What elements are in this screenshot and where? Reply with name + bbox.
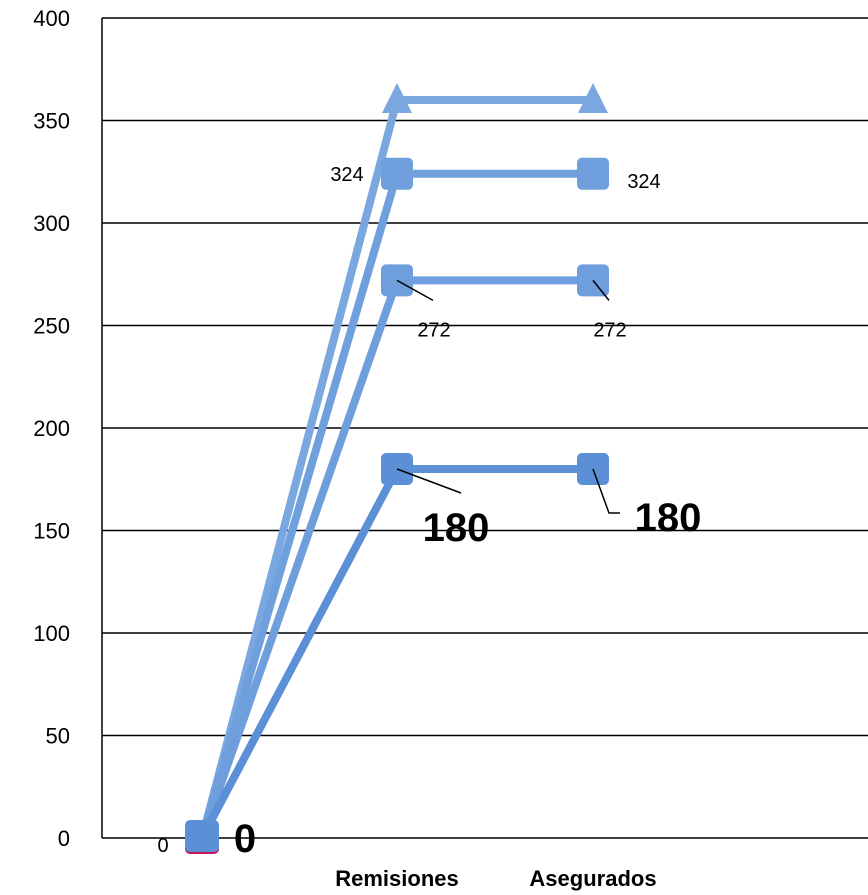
y-tick-label-200: 200 <box>33 416 70 441</box>
marker-s1-p1 <box>381 157 413 190</box>
y-tick-label-100: 100 <box>33 621 70 646</box>
marker-s0-p1 <box>382 83 412 113</box>
x-category-label-2: Asegurados <box>529 866 656 891</box>
y-tick-label-0: 0 <box>58 826 70 851</box>
data-label-s1-p1: 324 <box>330 164 363 186</box>
data-label-s2-p2: 272 <box>593 319 626 341</box>
marker-s0-p2 <box>578 83 608 113</box>
leader-s2-p2 <box>592 279 610 301</box>
y-tick-label-50: 50 <box>46 724 70 749</box>
y-tick-label-300: 300 <box>33 211 70 236</box>
origin-label-small: 0 <box>157 835 168 857</box>
origin-label-big: 0 <box>234 817 256 861</box>
leader-s3-p2 <box>592 468 620 514</box>
data-labels: 324 324 272 272 180 180 0 0 <box>157 164 701 861</box>
leader-s3-p1 <box>396 468 462 494</box>
origin-marker <box>185 820 219 852</box>
x-category-label-1: Remisiones <box>335 866 459 891</box>
y-tick-label-350: 350 <box>33 109 70 134</box>
y-tick-label-400: 400 <box>33 6 70 31</box>
series-line-2 <box>198 276 597 842</box>
axes: 0 50 100 150 200 250 300 350 400 Remisiones Asegur… <box>33 6 868 891</box>
leader-s2-p1 <box>396 279 434 302</box>
y-tick-label-250: 250 <box>33 314 70 339</box>
data-label-s3-p2: 180 <box>635 496 702 540</box>
marker-s1-p2 <box>577 157 609 190</box>
series-line-3 <box>198 465 597 842</box>
data-label-s2-p1: 272 <box>417 319 450 341</box>
y-tick-label-150: 150 <box>33 519 70 544</box>
gridlines <box>102 17 868 737</box>
data-label-s1-p2: 324 <box>627 171 660 193</box>
data-label-s3-p1: 180 <box>423 506 490 550</box>
